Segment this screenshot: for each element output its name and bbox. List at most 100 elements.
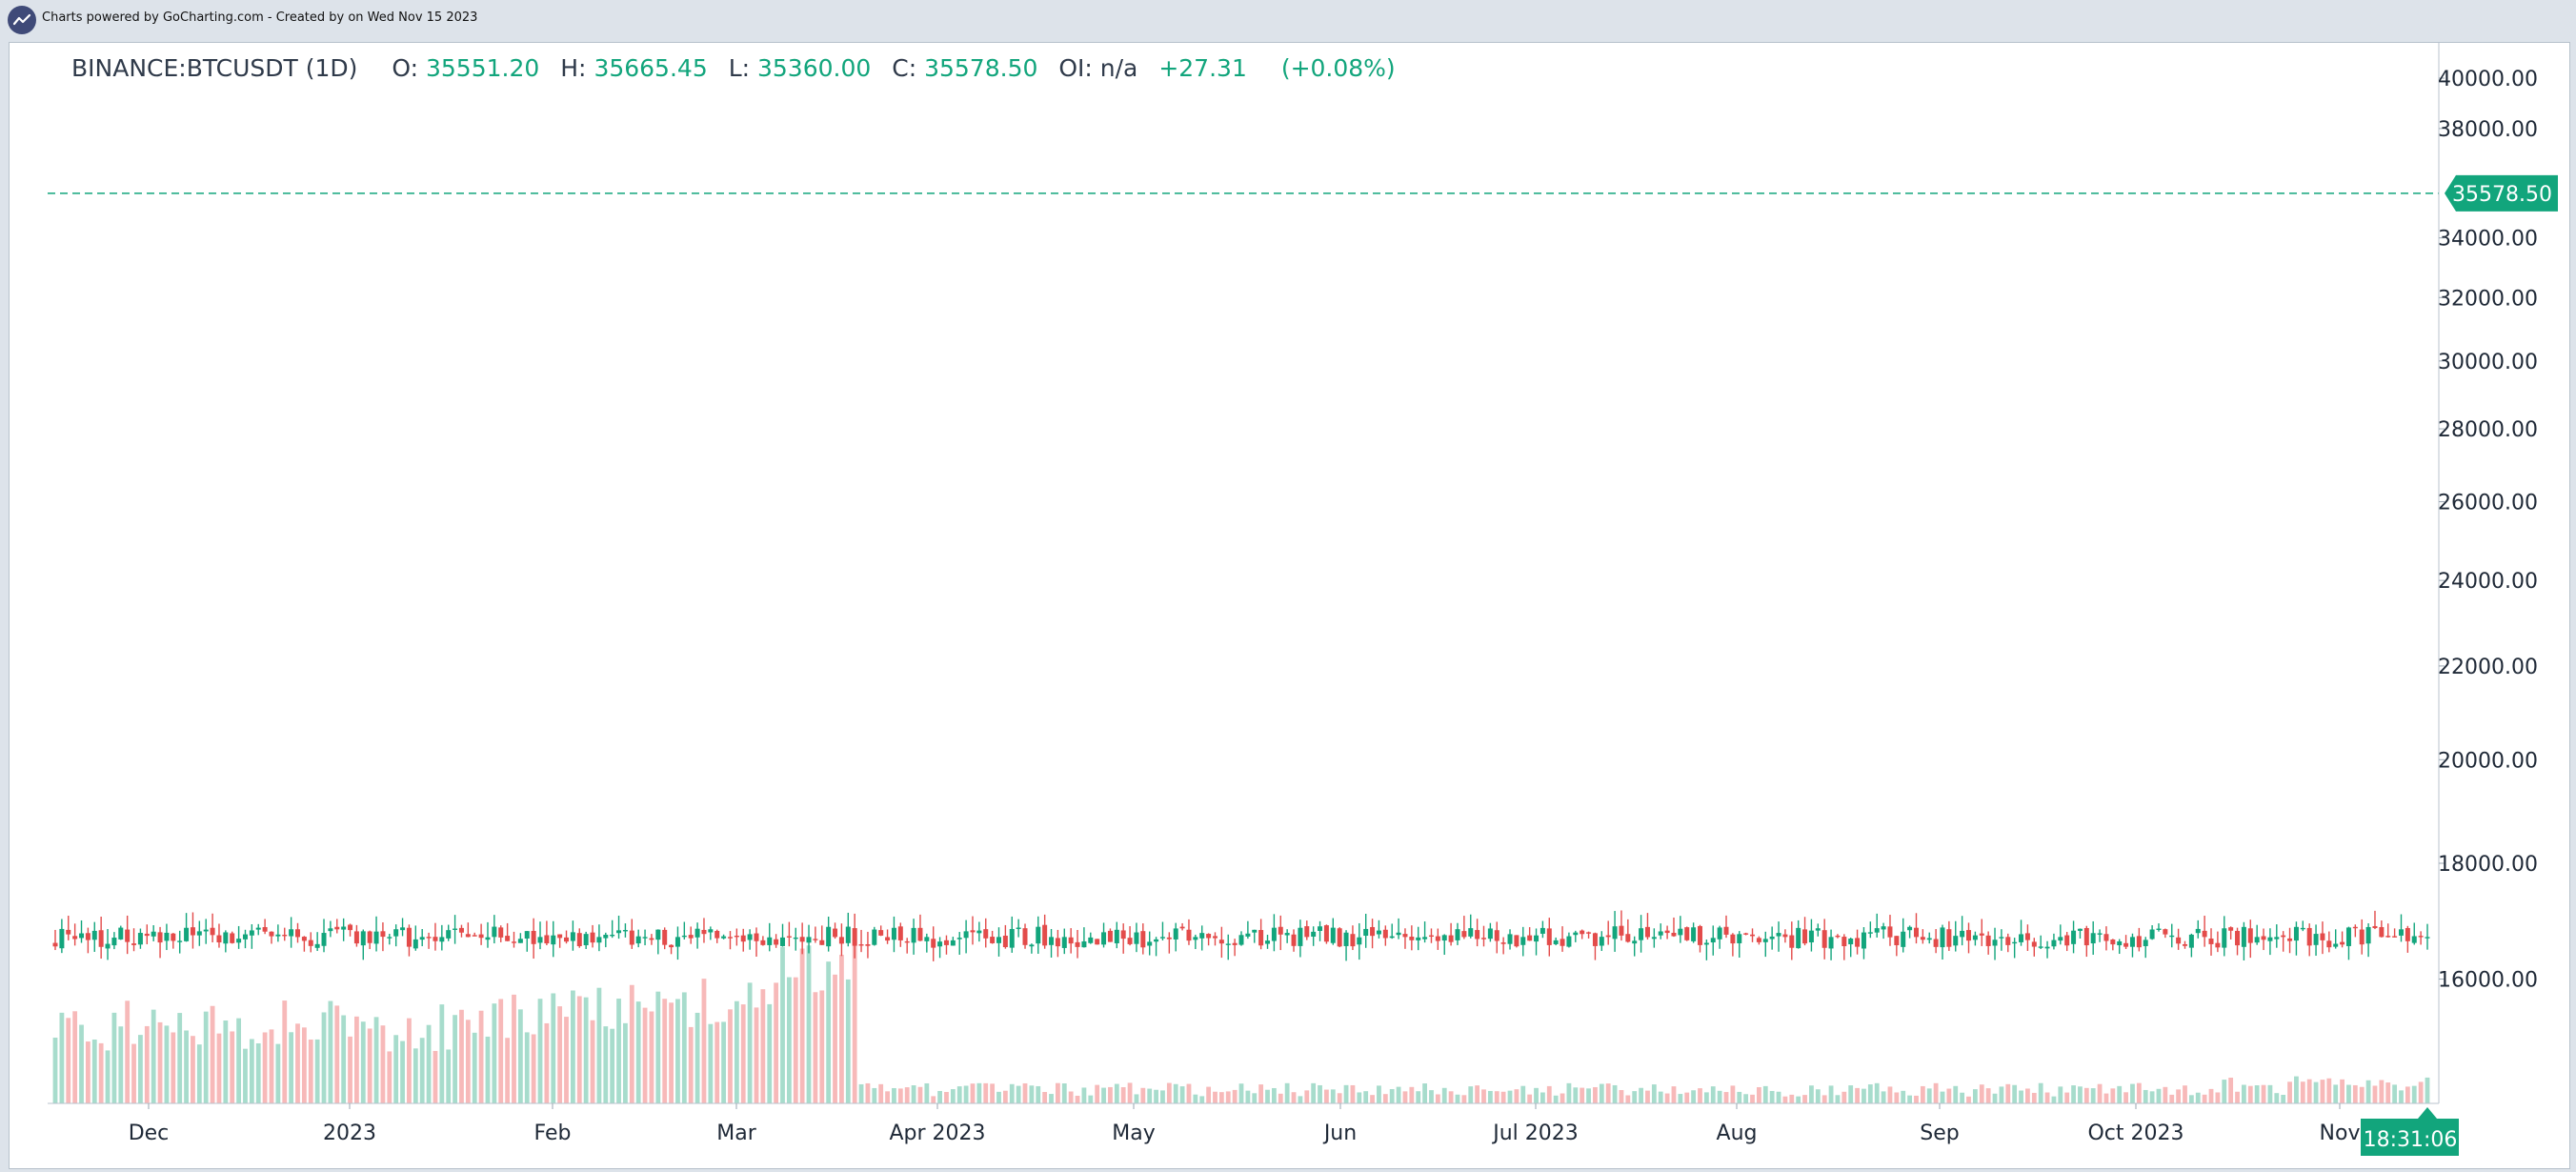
volume-bar: [439, 1004, 445, 1103]
candle: [1560, 926, 1565, 952]
volume-bar: [1147, 1088, 1153, 1103]
candle-body: [694, 928, 700, 938]
volume-bar: [138, 1035, 143, 1103]
candle: [1206, 933, 1212, 946]
candle: [1218, 926, 1224, 959]
candle-body: [557, 934, 563, 939]
candle: [838, 923, 844, 957]
candle-body: [1002, 935, 1008, 948]
candle: [2228, 926, 2234, 940]
candle-body: [1396, 932, 1401, 936]
volume-bar: [1291, 1092, 1297, 1103]
candle-body: [642, 937, 648, 939]
candle-body: [2019, 934, 2024, 942]
volume-bar: [662, 999, 668, 1103]
volume-bar: [623, 1022, 628, 1103]
candle: [1592, 932, 1598, 960]
candle-body: [1639, 928, 1644, 940]
candle-body: [1619, 925, 1624, 936]
volume-bar: [1828, 1085, 1834, 1103]
candle-body: [911, 927, 916, 943]
candle: [635, 929, 641, 948]
volume-bar: [485, 1036, 491, 1103]
candle: [976, 921, 982, 942]
candle: [662, 927, 668, 950]
candle-body: [164, 932, 170, 941]
candle-body: [1218, 940, 1224, 944]
volume-bar: [1737, 1091, 1742, 1103]
candle: [1802, 917, 1808, 946]
candle: [289, 917, 294, 948]
candle: [2392, 928, 2398, 938]
candle-body: [655, 929, 661, 940]
candle: [694, 922, 700, 949]
candle-body: [269, 931, 274, 937]
volume-bar: [1540, 1092, 1545, 1103]
candle: [1212, 932, 1218, 946]
volume-bar: [976, 1082, 982, 1103]
volume-bar: [105, 1050, 111, 1103]
candle-body: [1120, 930, 1126, 940]
candle: [2129, 933, 2135, 958]
candle-body: [570, 932, 575, 941]
candle: [111, 932, 117, 950]
volume-bar: [1593, 1086, 1598, 1103]
candle: [2077, 928, 2083, 940]
candle: [1691, 922, 1697, 943]
symbol-label[interactable]: BINANCE:BTCUSDT (1D): [71, 54, 358, 82]
candle-body: [1828, 937, 1834, 949]
volume-bar: [799, 948, 805, 1103]
candle-body: [1678, 928, 1683, 936]
candle: [1468, 914, 1474, 939]
candle-body: [1527, 935, 1533, 941]
volume-bar: [151, 1009, 156, 1103]
candle: [714, 929, 720, 943]
chart-pane[interactable]: [9, 42, 2570, 1169]
candle: [924, 933, 930, 953]
candle-body: [387, 937, 392, 939]
y-tick-label: 24000.00: [2438, 570, 2538, 594]
volume-bar: [1815, 1089, 1821, 1103]
volume-bar: [1546, 1085, 1552, 1103]
candle: [603, 932, 609, 948]
candle: [1639, 915, 1644, 953]
candle-body: [1159, 937, 1165, 939]
candle-body: [2345, 927, 2351, 946]
candle: [2418, 931, 2424, 945]
candle: [2333, 929, 2339, 949]
volume-bar: [878, 1083, 884, 1103]
candle: [1507, 929, 1513, 950]
volume-bar: [1370, 1095, 1375, 1103]
candle-body: [2176, 937, 2182, 944]
candle: [446, 924, 452, 941]
candle: [2281, 931, 2286, 952]
candle-body: [1796, 927, 1801, 949]
candle: [249, 923, 254, 949]
candle: [754, 927, 759, 957]
candle-body: [367, 931, 372, 943]
candle-body: [2195, 928, 2201, 934]
volume-bar: [2379, 1080, 2385, 1103]
volume-bar: [740, 1004, 746, 1103]
candle-body: [1382, 929, 1388, 939]
candle: [1514, 935, 1519, 948]
candle-body: [2136, 936, 2142, 948]
candle-body: [52, 942, 58, 947]
candle: [2326, 931, 2332, 953]
candle-body: [1966, 930, 1972, 941]
candle: [210, 913, 215, 943]
candle-body: [348, 924, 353, 931]
candle-body: [1258, 930, 1264, 946]
candle: [701, 918, 707, 943]
candle-body: [1985, 935, 1991, 946]
candle-body: [2143, 940, 2148, 946]
candle-body: [137, 933, 143, 945]
volume-bar: [806, 945, 812, 1103]
candle: [2195, 919, 2201, 939]
candle-body: [937, 941, 943, 947]
volume-bar: [767, 1003, 773, 1103]
candle-body: [505, 936, 511, 941]
candle-body: [334, 926, 340, 930]
volume-bar: [2215, 1092, 2221, 1103]
